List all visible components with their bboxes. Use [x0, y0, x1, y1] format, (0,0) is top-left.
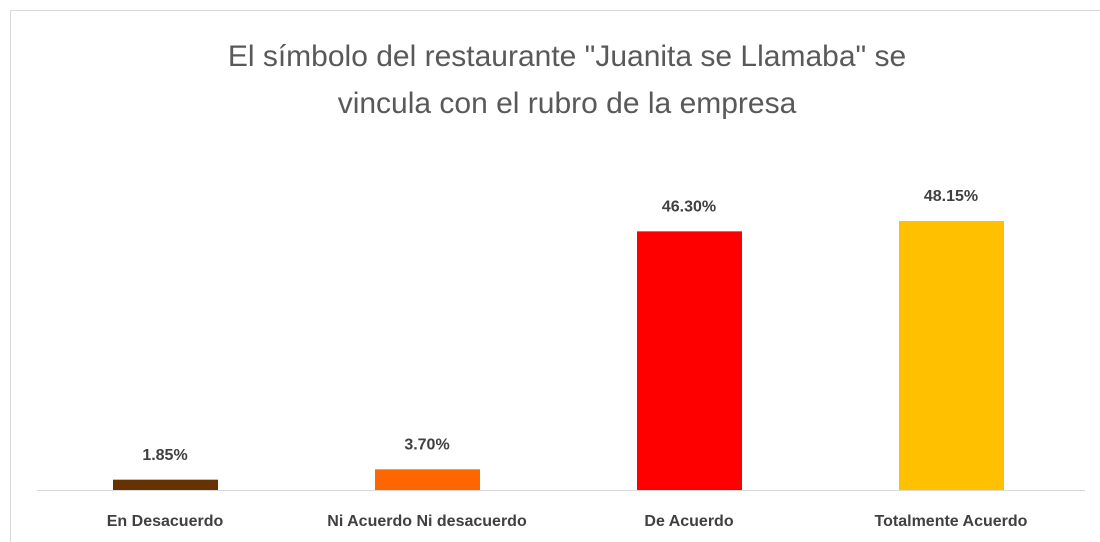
x-tick-label: Totalmente Acuerdo — [875, 513, 1028, 530]
chart-title: El símbolo del restaurante "Juanita se L… — [228, 40, 906, 73]
data-label: 3.70% — [404, 437, 449, 454]
x-tick-label: En Desacuerdo — [107, 513, 224, 530]
bar — [637, 231, 742, 491]
bar — [113, 479, 218, 490]
bar — [899, 221, 1004, 490]
x-tick-label: De Acuerdo — [644, 513, 733, 530]
bar — [375, 469, 480, 490]
data-label: 46.30% — [662, 199, 716, 216]
data-label: 48.15% — [924, 188, 978, 205]
x-tick-label: Ni Acuerdo Ni desacuerdo — [327, 513, 527, 530]
chart-title: vincula con el rubro de la empresa — [338, 87, 797, 120]
data-label: 1.85% — [142, 447, 187, 464]
